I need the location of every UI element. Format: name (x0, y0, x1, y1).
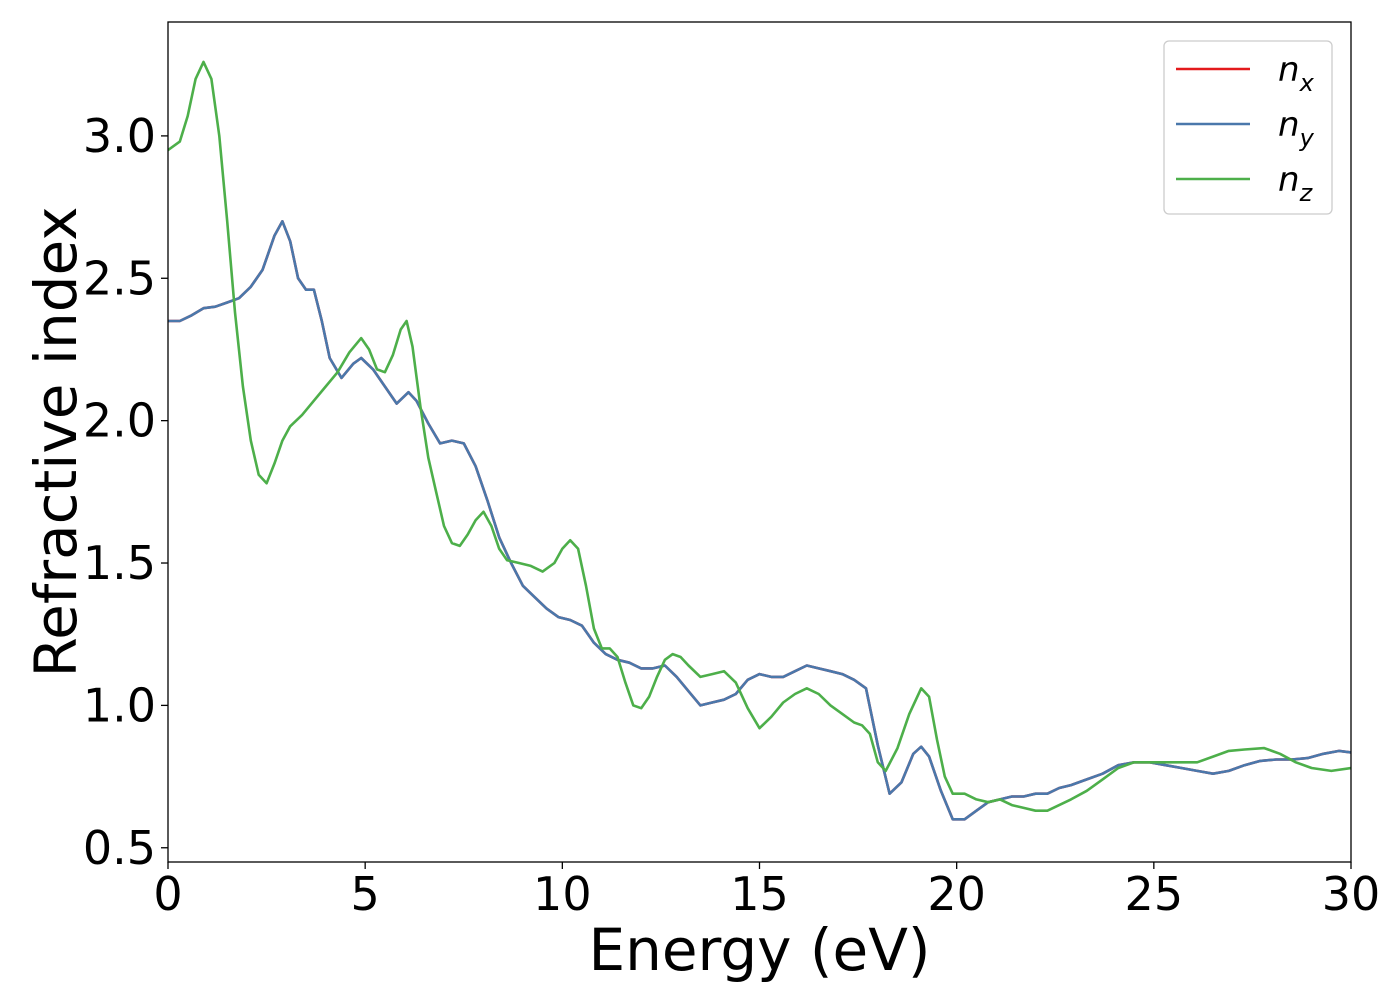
legend-box (1163, 40, 1333, 215)
x-tick-label: 0 (153, 867, 182, 921)
series-layer (168, 60, 1351, 821)
x-tick-label: 15 (730, 867, 789, 921)
x-tick-label: 30 (1322, 867, 1381, 921)
y-tick-label: 1.0 (83, 678, 156, 732)
y-tick-label: 0.5 (83, 821, 156, 875)
ticks-layer: 0 5 10 15 20 25 30 0.5 1.0 1.5 2.0 2.5 3.0 (83, 109, 1380, 921)
legend: nx ny nz (1163, 40, 1333, 215)
x-tick-label: 25 (1125, 867, 1184, 921)
series-line-n-y (168, 220, 1351, 821)
y-tick-label: 2.0 (83, 394, 156, 448)
x-tick-label: 20 (927, 867, 986, 921)
x-tick-label: 5 (351, 867, 380, 921)
plot-frame (167, 21, 1352, 863)
series-line-n-z (168, 60, 1351, 812)
x-axis-title: Energy (eV) (588, 916, 930, 984)
y-tick-label: 2.5 (83, 251, 156, 305)
series-line-n-x (168, 220, 1351, 821)
x-tick-label: 10 (533, 867, 592, 921)
legend-label-n-z: nz (1278, 160, 1314, 207)
y-tick-label: 1.5 (83, 536, 156, 590)
legend-label-n-x: nx (1278, 50, 1315, 97)
y-tick-label: 3.0 (83, 109, 156, 163)
legend-label-n-y: ny (1278, 105, 1315, 152)
y-axis-title: Refractive index (22, 206, 90, 677)
